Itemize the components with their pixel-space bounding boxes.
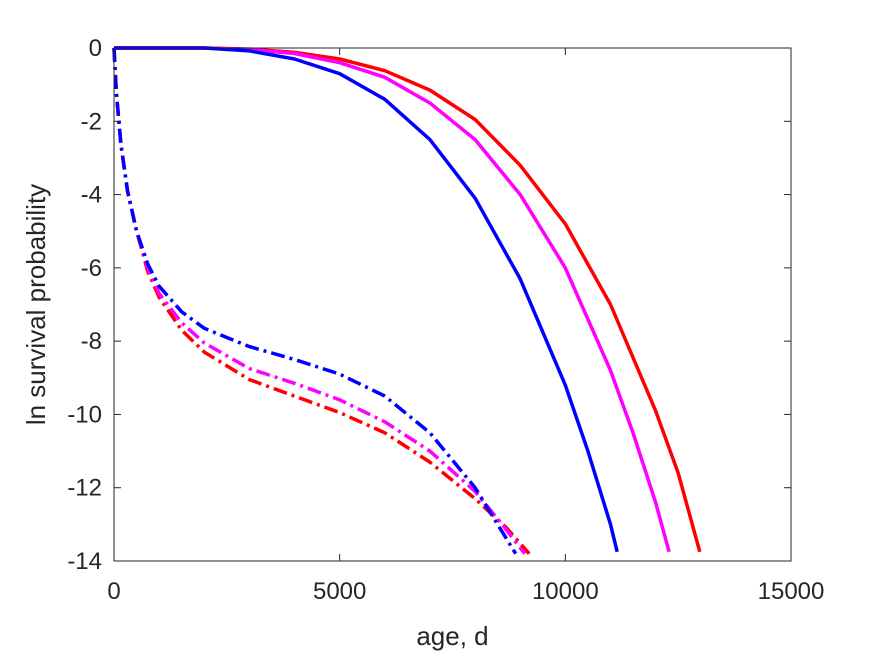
x-tick-label: 0 xyxy=(107,578,120,605)
y-tick-label: -6 xyxy=(81,255,102,282)
y-tick-label: -8 xyxy=(81,328,102,355)
x-tick-label: 15000 xyxy=(758,578,825,605)
y-tick-label: -2 xyxy=(81,108,102,135)
plot-frame xyxy=(113,47,792,562)
y-axis-label: ln survival probability xyxy=(21,184,51,425)
y-tick-label: -14 xyxy=(67,548,102,575)
tick-layer: 0 5000 10000 15000 0 -2 -4 -6 -8 -10 -12 -14 xyxy=(67,35,824,605)
y-tick-label: 0 xyxy=(89,35,102,62)
x-tick-label: 5000 xyxy=(313,578,366,605)
y-tick-label: -10 xyxy=(67,401,102,428)
x-tick-label: 10000 xyxy=(532,578,599,605)
plot-area xyxy=(114,48,791,561)
y-tick-label: -12 xyxy=(67,475,102,502)
series-line-6-dashdot xyxy=(112,47,518,555)
x-axis-label: age, d xyxy=(416,621,488,651)
y-tick-label: -4 xyxy=(81,182,102,209)
